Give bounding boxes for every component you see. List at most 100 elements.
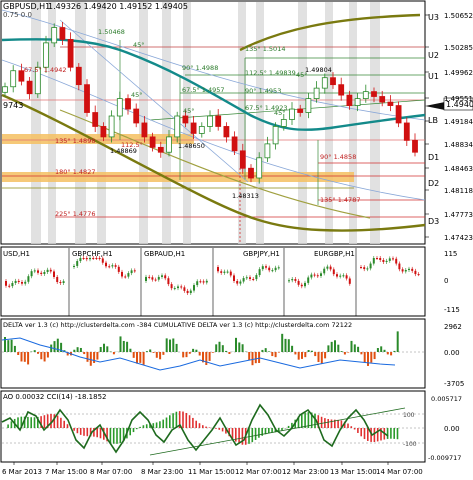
candle-body <box>363 92 368 99</box>
mini-candle-body <box>155 280 157 281</box>
delta-bar <box>311 351 313 352</box>
mini-candle-body <box>174 288 176 289</box>
time-tick-label: 7 Mar 15:00 <box>45 468 87 476</box>
delta-bar <box>321 352 323 363</box>
correlation-pane[interactable]: USD,H1 GBPCHF,H1 GBPAUD,H1 GBPJPY,H1 EUR… <box>1 247 460 316</box>
candle-body <box>199 126 204 133</box>
delta-bar <box>351 341 353 352</box>
mini-candle-body <box>414 271 416 274</box>
delta-bar <box>360 352 362 354</box>
delta-bar <box>14 346 16 352</box>
delta-pane[interactable]: DELTA ver 1.3 (c) http://clusterdelta.co… <box>1 319 464 388</box>
chart-annotation: 45° <box>133 41 145 49</box>
level-label-lb: LB <box>428 116 438 125</box>
ao-bar <box>209 427 211 428</box>
delta-bar <box>344 352 346 354</box>
delta-bar <box>176 344 178 352</box>
ao-bar <box>222 428 224 431</box>
delta-bar <box>357 347 359 352</box>
delta-bar <box>129 349 131 352</box>
mini-candle-body <box>73 266 75 267</box>
delta-bar <box>47 352 49 358</box>
mini-candle-body <box>86 258 88 259</box>
mini-candle-body <box>217 267 219 271</box>
delta-bar <box>133 352 135 358</box>
mini-candle-body <box>320 273 322 276</box>
candle-body <box>85 85 90 113</box>
ao-bar <box>357 428 359 433</box>
ao-bar <box>390 428 392 439</box>
mini-candle-body <box>190 291 192 293</box>
main-price-pane[interactable]: 1.49405 GBPUSD,H1 1.49326 1.49420 1.4915… <box>1 1 473 244</box>
overlay-label: 0.75 0.0 <box>3 11 32 19</box>
mini-candle-body <box>376 258 378 259</box>
ao-bar <box>268 428 270 433</box>
mini-candle-body <box>31 271 33 276</box>
ao-bar <box>258 428 260 438</box>
delta-bar <box>294 352 296 354</box>
ao-cci-pane[interactable]: AO 0.00032 CCI(14) -18.1852 0.005717 0.0… <box>1 391 462 462</box>
time-tick-label: 8 Mar 23:00 <box>141 468 183 476</box>
mini-candle-body <box>310 275 312 278</box>
candle-body <box>347 95 352 105</box>
mini-candle-body <box>233 275 235 281</box>
mini-candle-body <box>405 270 407 271</box>
chart-annotation: 1.49804 <box>305 66 332 74</box>
delta-bar <box>301 352 303 359</box>
ao-bar <box>116 428 118 444</box>
left-value-label: 9743 <box>3 101 23 110</box>
delta-bar <box>126 342 128 352</box>
delta-bar <box>364 352 366 362</box>
candle-body <box>322 78 327 88</box>
candle-body <box>167 137 172 152</box>
chart-annotation: 45° <box>274 109 286 117</box>
price-tick-label: 1.48463 <box>444 165 473 173</box>
time-tick-label: 14 Mar 07:00 <box>376 468 423 476</box>
ao-bar <box>80 428 82 435</box>
mini-candle-body <box>34 270 36 271</box>
mini-candle-body <box>18 281 20 282</box>
chart-annotation: 90° 1.4988 <box>182 64 218 72</box>
ao-bar <box>77 428 79 433</box>
mini-candle-body <box>402 269 404 271</box>
candle-body <box>52 28 57 43</box>
mini-candle-body <box>386 261 388 262</box>
delta-bar <box>17 352 19 355</box>
mini-candle-body <box>346 275 348 278</box>
ao-bar <box>73 428 75 431</box>
ao-bar <box>172 413 174 428</box>
ao-bar <box>351 426 353 428</box>
delta-bar <box>21 352 23 361</box>
candle-body <box>372 92 377 97</box>
candle-body <box>281 119 286 126</box>
ao-bar <box>44 415 46 428</box>
ao-bar <box>67 424 69 428</box>
ao-bar <box>159 421 161 428</box>
ao-bar <box>347 424 349 428</box>
mini-candle-body <box>164 275 166 278</box>
ao-scale-zero: 0.00 <box>444 425 460 433</box>
mini-candle-body <box>21 282 23 284</box>
delta-bar <box>337 345 339 352</box>
ao-bar <box>321 417 323 428</box>
ao-bar <box>377 428 379 441</box>
delta-bar <box>195 350 197 352</box>
delta-bar <box>136 352 138 364</box>
ao-bar <box>139 427 141 428</box>
mini-candle-body <box>349 279 351 284</box>
price-tick-label: 1.50285 <box>444 44 473 52</box>
chart-annotation: 90° 1.4953 <box>245 87 281 95</box>
ao-bar <box>143 425 145 428</box>
candle-body <box>290 109 295 119</box>
mini-candle-body <box>193 285 195 291</box>
ao-bar <box>199 423 201 428</box>
delta-bar <box>370 352 372 363</box>
ao-bar <box>360 428 362 436</box>
delta-bar <box>265 348 267 352</box>
candle-body <box>298 109 303 112</box>
mini-candle-body <box>339 276 341 277</box>
candle-body <box>126 99 131 109</box>
ao-bar <box>202 425 204 428</box>
mini-candle-body <box>105 263 107 267</box>
